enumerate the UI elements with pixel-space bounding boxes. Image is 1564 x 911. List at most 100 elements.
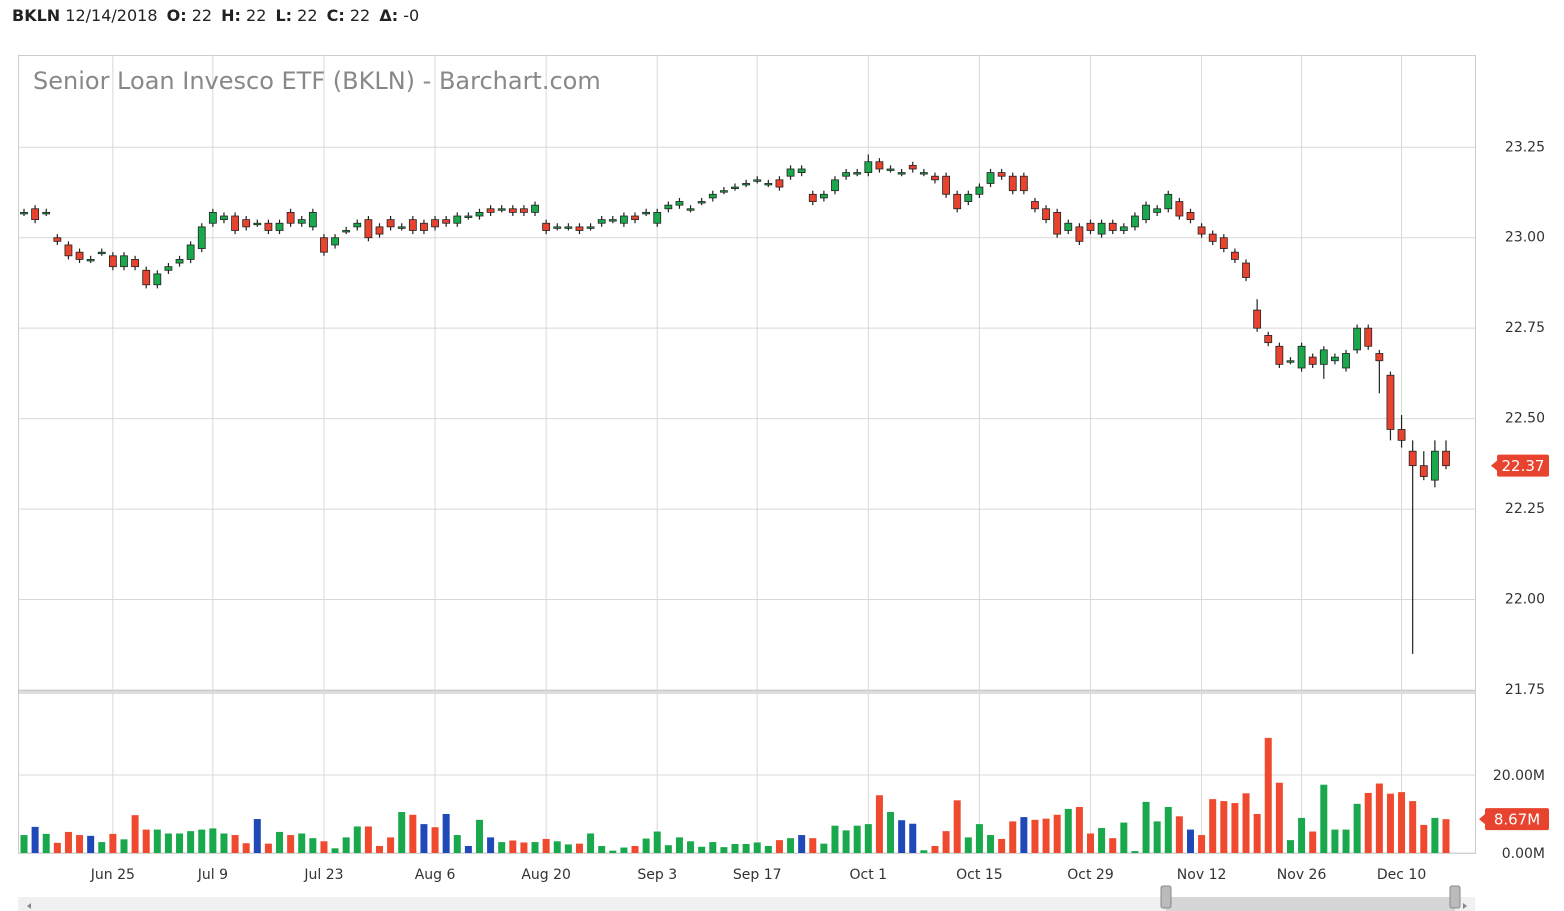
volume-bar: [931, 845, 939, 853]
candle-body: [1331, 356, 1339, 362]
candle-body: [1264, 335, 1273, 344]
candle-body: [797, 168, 806, 173]
candle-body: [1153, 208, 1162, 213]
candle-body: [297, 219, 306, 224]
volume-bar: [887, 812, 895, 853]
volume-bar: [76, 835, 84, 853]
candle-body: [208, 211, 217, 224]
volume-bar: [1198, 835, 1206, 853]
candle-body: [964, 193, 973, 202]
volume-bar: [1042, 818, 1050, 853]
volume-bar: [698, 846, 706, 853]
field-value: 22: [349, 6, 371, 25]
candle-body: [1131, 215, 1139, 228]
candle-body: [942, 175, 950, 195]
volume-bar: [898, 820, 906, 853]
candle-body: [475, 211, 484, 217]
candle-body: [464, 215, 473, 218]
candle-body: [1042, 208, 1050, 221]
volume-bar: [1286, 840, 1294, 853]
volume-bar: [1364, 792, 1372, 853]
volume-bar: [564, 844, 572, 853]
chart-title: Senior Loan Invesco ETF (BKLN) - Barchar…: [33, 67, 601, 95]
candle-body: [708, 193, 717, 199]
candle-body: [1375, 353, 1384, 362]
scroll-left[interactable]: [27, 903, 31, 909]
candle-body: [731, 186, 739, 189]
volume-bar: [1242, 793, 1250, 853]
volume-bar: [42, 833, 50, 853]
candle-body: [1053, 211, 1062, 235]
volume-tick-label: 20.00M: [1493, 768, 1545, 784]
volume-bar: [1231, 803, 1239, 853]
volume-bar: [431, 827, 439, 853]
field-label: H:: [221, 6, 241, 25]
scroll-handle[interactable]: [1160, 885, 1172, 909]
candle-body: [697, 201, 706, 204]
volume-bar: [720, 847, 728, 853]
volume-bar: [875, 795, 883, 853]
volume-bar: [1298, 817, 1306, 853]
candle-body: [853, 172, 862, 175]
candle-body: [775, 179, 784, 188]
candle-body: [1097, 222, 1106, 235]
candle-body: [142, 269, 151, 286]
volume-bar: [1020, 817, 1028, 853]
volume-bar: [1386, 793, 1394, 853]
volume-bar: [87, 835, 95, 853]
volume-bar: [442, 813, 450, 853]
candle-body: [231, 215, 239, 231]
scroll-thumb[interactable]: [1166, 897, 1455, 911]
volume-bar: [987, 835, 995, 853]
volume-bar: [475, 819, 483, 853]
candle-body: [397, 226, 406, 229]
volume-bar: [864, 824, 872, 853]
x-tick-label: Nov 12: [1177, 867, 1227, 883]
volume-bar: [653, 831, 661, 853]
volume-bar: [1120, 822, 1128, 853]
volume-bar: [1175, 816, 1183, 853]
volume-bar: [1087, 833, 1094, 853]
candle-body: [1031, 201, 1039, 210]
scroll-track[interactable]: [18, 897, 1475, 911]
candle-body: [286, 211, 295, 224]
candle-body: [975, 186, 984, 195]
volume-bar: [520, 842, 528, 853]
candle-body: [120, 255, 128, 268]
volume-bar: [1186, 829, 1194, 853]
volume-bar: [998, 838, 1006, 853]
candle-body: [486, 208, 495, 213]
scroll-right[interactable]: [1463, 903, 1467, 909]
volume-bar: [376, 845, 383, 853]
volume-bar: [509, 840, 517, 853]
candle-body: [1397, 429, 1406, 441]
field-value: -0: [403, 6, 420, 25]
candle-body: [220, 215, 228, 221]
x-tick-label: Aug 20: [521, 867, 571, 883]
x-tick-label: Jul 9: [197, 867, 228, 883]
candle-body: [508, 208, 517, 213]
scrollbar[interactable]: [18, 885, 1475, 911]
volume-bar: [809, 838, 817, 853]
candle-body: [819, 193, 828, 199]
candle-body: [1353, 327, 1362, 351]
volume-bar: [464, 845, 472, 853]
y-tick-label: 22.00: [1505, 592, 1545, 608]
candle-body: [131, 259, 139, 268]
volume-tick-label: 0.00M: [1502, 846, 1545, 862]
candle-body: [1408, 450, 1417, 467]
volume-bar: [20, 835, 28, 853]
volume-bar: [542, 838, 550, 853]
volume-bar: [664, 845, 672, 853]
candle-body: [153, 273, 162, 286]
volume-bar: [675, 837, 683, 853]
candle-body: [1231, 251, 1239, 260]
volume-bar: [1109, 838, 1117, 853]
candle-body: [364, 219, 373, 239]
volume-bar: [120, 839, 128, 853]
scroll-handle[interactable]: [1449, 885, 1461, 909]
volume-bar: [98, 842, 106, 853]
quote-header: BKLN 12/14/2018 O: 22 H: 22 L: 22 C: 22 …: [12, 6, 423, 25]
volume-bar: [387, 837, 395, 853]
